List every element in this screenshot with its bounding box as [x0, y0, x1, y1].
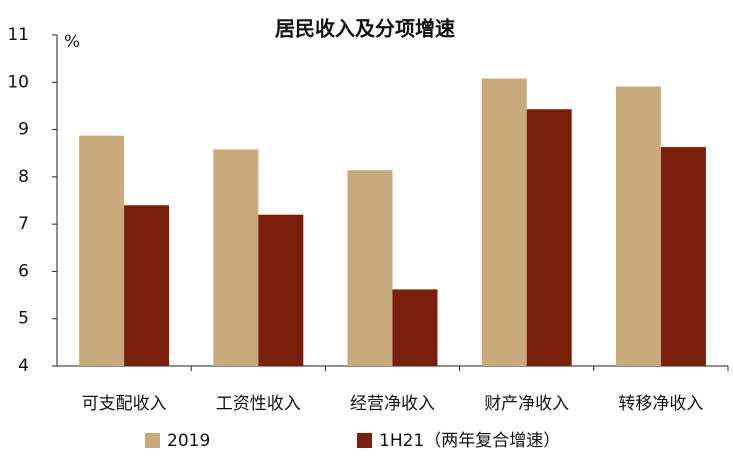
- legend-swatch: [357, 433, 372, 448]
- x-tick-label: 工资性收入: [216, 394, 301, 414]
- bar: [213, 149, 259, 366]
- bar: [660, 147, 706, 366]
- legend-swatch: [145, 433, 160, 448]
- legend-label: 1H21（两年复合增速）: [379, 431, 560, 451]
- legend-label: 2019: [167, 431, 210, 451]
- bar: [124, 205, 170, 366]
- bar: [481, 78, 527, 366]
- y-axis-label: %: [64, 32, 80, 52]
- y-tick-label: 7: [18, 214, 29, 234]
- chart-title: 居民收入及分项增速: [275, 17, 455, 41]
- y-tick-label: 10: [7, 72, 29, 92]
- bar: [526, 109, 572, 366]
- x-tick-label: 财产净收入: [484, 394, 569, 414]
- y-tick-label: 5: [18, 309, 29, 329]
- y-tick-label: 9: [18, 120, 29, 140]
- y-tick-label: 8: [18, 167, 29, 187]
- x-tick-label: 可支配收入: [82, 394, 167, 414]
- y-tick-label: 6: [18, 261, 29, 281]
- y-tick-label: 4: [18, 356, 29, 376]
- bar: [392, 289, 438, 366]
- x-tick-label: 经营净收入: [350, 394, 435, 414]
- bar: [615, 86, 661, 366]
- x-tick-label: 转移净收入: [618, 394, 703, 414]
- y-tick-label: 11: [7, 25, 29, 45]
- bar: [258, 214, 304, 366]
- bar: [79, 135, 125, 366]
- bar: [347, 170, 393, 366]
